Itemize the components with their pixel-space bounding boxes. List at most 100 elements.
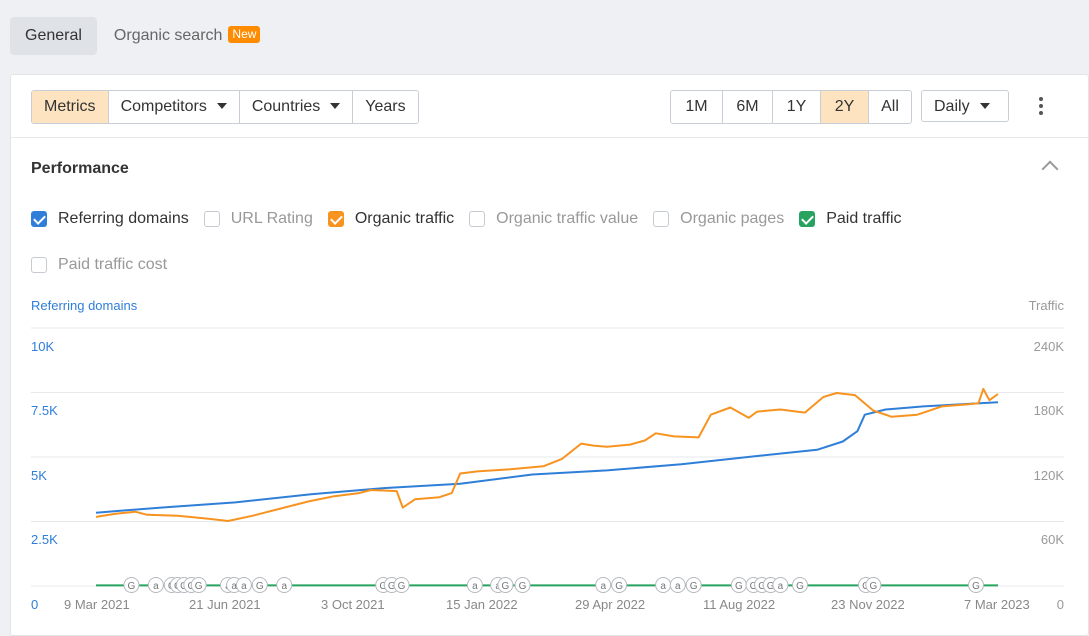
- checkbox-checked-icon: [327, 211, 344, 227]
- annotation-marker-label: a: [600, 581, 606, 592]
- right-tick: 60K: [1040, 532, 1064, 547]
- annotation-marker-label: G: [869, 581, 877, 592]
- range-all-button[interactable]: All: [868, 91, 911, 123]
- checkbox-checked-icon: [31, 211, 47, 227]
- range-all-label: All: [881, 98, 899, 115]
- checkbox-unchecked-icon: [31, 257, 47, 273]
- performance-chart[interactable]: GaGGGGGaaaGaGGGaaGGaGaaGGGGGaGGGG: [11, 75, 1088, 633]
- granularity-label: Daily: [934, 98, 970, 115]
- annotation-marker-ahrefs-note: [595, 577, 612, 593]
- new-badge: New: [228, 26, 261, 43]
- annotation-marker-ahrefs-note: [466, 577, 483, 593]
- series-line-referring-domains: [95, 401, 999, 514]
- caret-down-icon: [216, 103, 227, 109]
- annotation-marker-label: a: [281, 581, 287, 592]
- annotation-marker-google-update: [251, 577, 268, 593]
- range-2y-button[interactable]: 2Y: [820, 91, 868, 123]
- annotation-marker-label: G: [128, 581, 136, 592]
- years-label: Years: [365, 98, 406, 115]
- left-tick: 5K: [31, 468, 47, 483]
- caret-down-icon: [330, 103, 341, 109]
- range-1m-button[interactable]: 1M: [671, 91, 722, 123]
- annotation-marker-label: G: [767, 581, 775, 592]
- checkbox-referring-domains[interactable]: Referring domains: [31, 210, 189, 228]
- annotation-marker-label: G: [502, 581, 510, 592]
- countries-dropdown[interactable]: Countries: [238, 91, 352, 123]
- annotation-marker-label: G: [972, 581, 980, 592]
- series-line-organic-traffic: [95, 387, 999, 522]
- right-axis-title: Traffic: [1028, 298, 1064, 313]
- organic-traffic-value-label: Organic traffic value: [496, 210, 639, 227]
- left-tick: 10K: [31, 339, 55, 354]
- checkbox-paid-traffic[interactable]: Paid traffic: [799, 210, 902, 228]
- view-mode-segmented: Metrics Competitors Countries Years: [31, 90, 419, 124]
- tab-general[interactable]: General: [10, 17, 97, 55]
- x-tick-label: 9 Mar 2021: [64, 597, 130, 612]
- annotation-marker-label: G: [750, 581, 758, 592]
- countries-label: Countries: [251, 98, 321, 115]
- checkbox-organic-pages[interactable]: Organic pages: [653, 210, 784, 228]
- annotation-marker-label: G: [615, 581, 623, 592]
- left-tick: 2.5K: [31, 532, 58, 547]
- range-6m-button[interactable]: 6M: [722, 91, 772, 123]
- x-tick-label: 3 Oct 2021: [321, 597, 385, 612]
- annotation-marker-label: G: [379, 581, 387, 592]
- metric-checkboxes-row-1: Referring domains URL Rating Organic tra…: [31, 210, 917, 228]
- range-6m-label: 6M: [736, 98, 759, 115]
- paid-traffic-cost-label: Paid traffic cost: [58, 256, 168, 273]
- range-2y-label: 2Y: [834, 98, 855, 115]
- referring-domains-label: Referring domains: [58, 210, 189, 227]
- competitors-label: Competitors: [120, 98, 207, 115]
- tab-general-label: General: [25, 27, 82, 44]
- metric-checkboxes-row-2: Paid traffic cost: [31, 256, 182, 274]
- annotation-marker-label: a: [241, 581, 247, 592]
- date-range-segmented: 1M 6M 1Y 2Y All: [670, 90, 912, 124]
- x-tick-label: 23 Nov 2022: [831, 597, 905, 612]
- annotation-marker-label: G: [195, 581, 203, 592]
- years-button[interactable]: Years: [352, 91, 417, 123]
- checkbox-unchecked-icon: [469, 211, 486, 227]
- checkbox-url-rating[interactable]: URL Rating: [203, 210, 313, 228]
- annotation-marker-ahrefs-note: [772, 577, 789, 593]
- annotation-marker-label: G: [256, 581, 264, 592]
- right-tick: 180K: [1033, 403, 1064, 418]
- checkbox-unchecked-icon: [653, 211, 670, 227]
- performance-title: Performance: [31, 160, 129, 177]
- annotation-marker-google-update: [514, 577, 531, 593]
- annotation-marker-google-update: [393, 577, 410, 593]
- annotation-marker-label: a: [660, 581, 666, 592]
- annotation-marker-label: G: [690, 581, 698, 592]
- annotation-marker-label: G: [398, 581, 406, 592]
- checkbox-organic-traffic[interactable]: Organic traffic: [327, 210, 454, 228]
- checkbox-organic-traffic-value[interactable]: Organic traffic value: [469, 210, 638, 228]
- annotation-marker-label: a: [675, 581, 681, 592]
- tab-organic-search[interactable]: Organic search New: [99, 17, 276, 55]
- granularity-dropdown[interactable]: Daily: [921, 90, 1009, 122]
- range-1m-label: 1M: [685, 98, 708, 115]
- competitors-dropdown[interactable]: Competitors: [107, 91, 239, 123]
- annotation-marker-google-update: [792, 577, 808, 593]
- metrics-button[interactable]: Metrics: [32, 91, 108, 123]
- annotation-marker-label: G: [388, 581, 396, 592]
- annotation-marker-ahrefs-note: [235, 577, 252, 593]
- range-1y-button[interactable]: 1Y: [772, 91, 820, 123]
- left-tick: 7.5K: [31, 403, 58, 418]
- top-tabs: General Organic search New: [10, 17, 277, 55]
- range-1y-label: 1Y: [786, 98, 807, 115]
- x-tick-label: 11 Aug 2022: [703, 597, 776, 612]
- checkbox-paid-traffic-cost[interactable]: Paid traffic cost: [31, 256, 167, 274]
- chart-toolbar: Metrics Competitors Countries Years 1M 6…: [11, 75, 1088, 138]
- annotation-marker-label: G: [758, 581, 766, 592]
- checkbox-checked-icon: [799, 211, 816, 227]
- annotation-marker-ahrefs-note: [276, 577, 293, 593]
- annotation-marker-google-update: [190, 577, 207, 593]
- annotation-marker-google-update: [611, 577, 628, 593]
- overview-panel: Metrics Competitors Countries Years 1M 6…: [10, 74, 1089, 636]
- x-tick-label: 21 Jun 2021: [189, 597, 261, 612]
- annotation-marker-label: a: [231, 581, 237, 592]
- annotation-marker-google-update: [123, 577, 140, 593]
- annotation-marker-label: G: [796, 581, 804, 592]
- kebab-vertical-icon[interactable]: [1037, 97, 1045, 117]
- annotation-marker-google-update: [685, 577, 702, 593]
- left-axis-title: Referring domains: [31, 298, 138, 313]
